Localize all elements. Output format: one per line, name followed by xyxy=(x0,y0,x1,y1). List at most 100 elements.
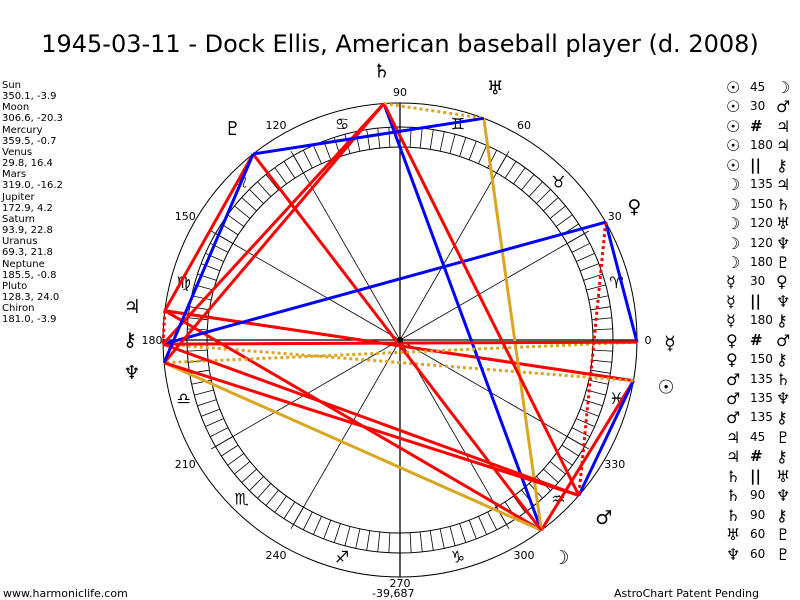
aspect-row: ♅ 60 ♇ xyxy=(724,525,800,544)
planet-name: Mars xyxy=(2,169,27,181)
zodiac-sign-icon: ♐ xyxy=(335,547,349,566)
aspect-type: # xyxy=(750,330,763,349)
ring-tick xyxy=(549,205,566,219)
aspect-type: # xyxy=(750,447,763,466)
ring-tick xyxy=(521,174,535,191)
ring-tick xyxy=(504,161,517,179)
ring-tick xyxy=(312,516,322,535)
ring-tick xyxy=(576,252,595,262)
ring-tick xyxy=(366,129,371,150)
planet-glyph-icon: ☽ xyxy=(726,194,741,214)
planet-glyph-icon: ♂ xyxy=(726,369,741,389)
ring-tick xyxy=(528,181,543,197)
planet-glyph-icon: ♀ xyxy=(627,196,641,218)
planet-glyph-icon: ♅ xyxy=(726,525,741,545)
aspect-type: 90 xyxy=(750,488,766,503)
planet-glyph-icon: ♄ xyxy=(726,486,741,506)
planet-coords: 69.3, 21.8 xyxy=(2,247,53,259)
site-link[interactable]: www.harmoniclife.com xyxy=(3,587,128,600)
planet-name: Jupiter xyxy=(2,191,35,203)
aspect-line xyxy=(577,380,635,497)
planet-glyph-icon: ⚷ xyxy=(776,408,788,428)
aspect-type: 180 xyxy=(750,254,773,269)
zodiac-sign-icon: ♎ xyxy=(176,389,190,408)
aspect-line xyxy=(164,340,638,365)
aspect-type: 120 xyxy=(750,235,773,250)
degree-label: 330 xyxy=(604,458,625,471)
aspect-line xyxy=(162,342,580,497)
ring-tick xyxy=(576,418,595,428)
aspect-type: 135 xyxy=(750,371,773,386)
degree-label: 210 xyxy=(175,458,196,471)
ring-tick xyxy=(377,531,381,552)
planet-glyph-icon: ♆ xyxy=(776,291,791,311)
ring-tick xyxy=(580,408,599,417)
ring-tick xyxy=(234,205,251,219)
aspect-line xyxy=(164,309,543,532)
zodiac-sign-icon: ♑ xyxy=(451,547,465,566)
ring-tick xyxy=(191,295,212,301)
planet-glyph-icon: ♃ xyxy=(124,296,141,318)
planet-glyph-icon: ☉ xyxy=(726,97,741,117)
ring-tick xyxy=(344,526,351,546)
aspect-line xyxy=(162,153,255,364)
ring-tick xyxy=(205,418,224,428)
ring-tick xyxy=(302,511,313,530)
aspect-type: 120 xyxy=(750,216,773,231)
planet-name: Mercury xyxy=(2,124,43,136)
aspect-list: ☉ 45 ☽ ☉ 30 ♂ ☉ # ♃ ☉ 180 ♃ ☉ || ⚷ ☽ 135 ♃ ☽ 150 ♄ ☽ 120 ♅ ☽ 120 ♆… xyxy=(724,78,800,564)
ring-tick xyxy=(429,129,434,150)
planet-glyph-icon: ⚷ xyxy=(123,329,137,351)
aspect-type: 150 xyxy=(750,352,773,367)
planet-name: Venus xyxy=(2,146,33,158)
ring-tick xyxy=(419,128,423,149)
ring-tick xyxy=(468,520,477,539)
ring-tick xyxy=(590,369,611,374)
planet-glyph-icon: ☉ xyxy=(726,136,741,156)
planet-coords: 29.8, 16.4 xyxy=(2,158,53,170)
aspect-row: ☽ 180 ♇ xyxy=(724,253,800,272)
planet-glyph-icon: ♃ xyxy=(776,175,791,195)
ring-tick xyxy=(591,359,612,363)
aspect-type: || xyxy=(750,155,761,174)
zodiac-sign-icon: ♏ xyxy=(234,489,248,508)
ring-tick xyxy=(257,483,272,499)
planet-coords: 128.3, 24.0 xyxy=(2,291,60,303)
planet-glyph-icon: ♅ xyxy=(776,214,791,234)
planet-positions-list: Sun 350.1, -3.9 Moon 306.6, -20.3 Mercury 359… xyxy=(2,80,63,325)
planet-coords: 306.6, -20.3 xyxy=(2,113,63,125)
ring-tick xyxy=(227,453,245,466)
ring-tick xyxy=(468,141,477,160)
aspect-row: ♄ || ♅ xyxy=(724,467,800,486)
aspect-row: ☽ 135 ♃ xyxy=(724,175,800,194)
aspect-line xyxy=(577,222,608,496)
aspect-type: || xyxy=(750,466,761,485)
ring-tick xyxy=(513,167,526,185)
aspect-row: ♄ 90 ♆ xyxy=(724,486,800,505)
aspect-row: ☉ || ⚷ xyxy=(724,156,800,175)
degree-label: 270 xyxy=(390,577,411,590)
ring-tick xyxy=(561,444,579,457)
aspect-line xyxy=(383,102,484,120)
aspect-type: # xyxy=(750,116,763,135)
ring-tick xyxy=(210,427,229,438)
planet-glyph-icon: ☽ xyxy=(552,547,569,569)
aspect-line xyxy=(163,361,542,532)
ring-tick xyxy=(366,530,371,551)
aspect-line xyxy=(163,340,637,346)
degree-label: 120 xyxy=(266,119,287,132)
planet-glyph-icon: ♄ xyxy=(726,466,741,486)
planet-glyph-icon: ♇ xyxy=(776,525,791,545)
ring-tick xyxy=(249,476,264,491)
planet-glyph-icon: ☿ xyxy=(726,272,736,292)
ring-tick xyxy=(257,181,272,197)
ring-tick xyxy=(555,214,573,227)
planet-glyph-icon: ☿ xyxy=(664,332,676,354)
aspect-type: 45 xyxy=(750,80,766,94)
aspect-line xyxy=(482,118,543,531)
aspect-line xyxy=(161,102,385,346)
aspect-line xyxy=(604,221,639,343)
planet-glyph-icon: ♂ xyxy=(726,408,741,428)
aspect-type: 60 xyxy=(750,546,766,561)
